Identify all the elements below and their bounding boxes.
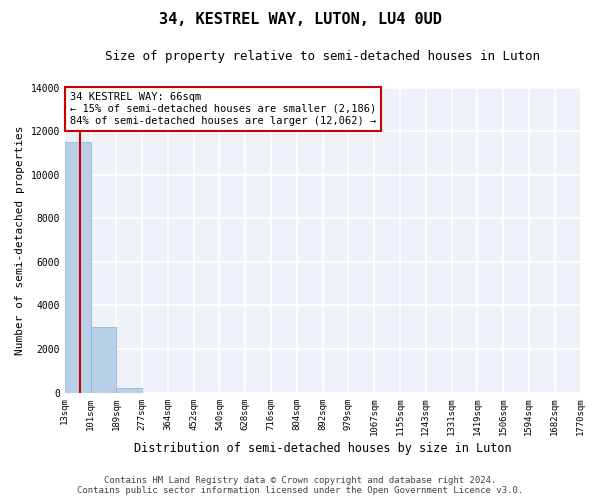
- Y-axis label: Number of semi-detached properties: Number of semi-detached properties: [15, 126, 25, 355]
- Text: Contains HM Land Registry data © Crown copyright and database right 2024.
Contai: Contains HM Land Registry data © Crown c…: [77, 476, 523, 495]
- Bar: [91, 328, 116, 392]
- Title: Size of property relative to semi-detached houses in Luton: Size of property relative to semi-detach…: [105, 50, 540, 63]
- Bar: [116, 388, 142, 392]
- X-axis label: Distribution of semi-detached houses by size in Luton: Distribution of semi-detached houses by …: [134, 442, 511, 455]
- Text: 34, KESTREL WAY, LUTON, LU4 0UD: 34, KESTREL WAY, LUTON, LU4 0UD: [158, 12, 442, 28]
- Text: 34 KESTREL WAY: 66sqm
← 15% of semi-detached houses are smaller (2,186)
84% of s: 34 KESTREL WAY: 66sqm ← 15% of semi-deta…: [70, 92, 376, 126]
- Bar: [65, 142, 91, 393]
